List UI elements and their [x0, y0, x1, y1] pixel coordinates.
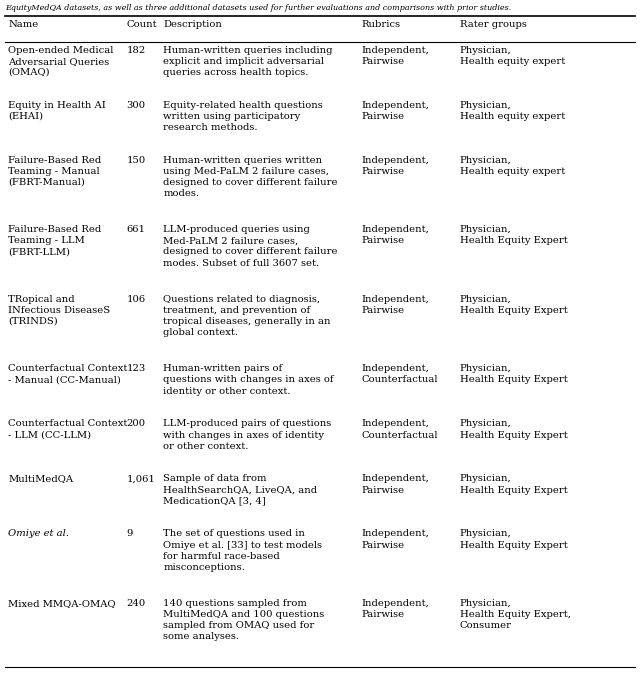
Text: Independent,
Pairwise: Independent, Pairwise: [362, 530, 429, 550]
Text: Independent,
Pairwise: Independent, Pairwise: [362, 155, 429, 176]
Text: Sample of data from
HealthSearchQA, LiveQA, and
MedicationQA [3, 4]: Sample of data from HealthSearchQA, Live…: [163, 474, 317, 505]
Text: Open-ended Medical
Adversarial Queries
(OMAQ): Open-ended Medical Adversarial Queries (…: [8, 46, 114, 77]
Text: Failure-Based Red
Teaming - Manual
(FBRT-Manual): Failure-Based Red Teaming - Manual (FBRT…: [8, 155, 102, 187]
Text: Independent,
Counterfactual: Independent, Counterfactual: [362, 419, 438, 439]
Text: Counterfactual Context
- Manual (CC-Manual): Counterfactual Context - Manual (CC-Manu…: [8, 364, 128, 384]
Text: LLM-produced queries using
Med-PaLM 2 failure cases,
designed to cover different: LLM-produced queries using Med-PaLM 2 fa…: [163, 225, 338, 268]
Text: 182: 182: [127, 46, 146, 55]
Text: LLM-produced pairs of questions
with changes in axes of identity
or other contex: LLM-produced pairs of questions with cha…: [163, 419, 332, 451]
Text: 106: 106: [127, 295, 146, 304]
Text: 140 questions sampled from
MultiMedQA and 100 questions
sampled from OMAQ used f: 140 questions sampled from MultiMedQA an…: [163, 599, 324, 641]
Text: Physician,
Health equity expert: Physician, Health equity expert: [460, 46, 564, 66]
Text: Equity in Health AI
(EHAI): Equity in Health AI (EHAI): [8, 101, 106, 120]
Text: Human-written queries including
explicit and implicit adversarial
queries across: Human-written queries including explicit…: [163, 46, 333, 77]
Text: Independent,
Pairwise: Independent, Pairwise: [362, 101, 429, 120]
Text: Physician,
Health Equity Expert,
Consumer: Physician, Health Equity Expert, Consume…: [460, 599, 570, 630]
Text: Human-written queries written
using Med-PaLM 2 failure cases,
designed to cover : Human-written queries written using Med-…: [163, 155, 338, 198]
Text: 123: 123: [127, 364, 146, 374]
Text: Name: Name: [8, 20, 38, 29]
Text: Independent,
Pairwise: Independent, Pairwise: [362, 46, 429, 66]
Text: Counterfactual Context
- LLM (CC-LLM): Counterfactual Context - LLM (CC-LLM): [8, 419, 128, 439]
Text: TRopical and
INfectious DiseaseS
(TRINDS): TRopical and INfectious DiseaseS (TRINDS…: [8, 295, 111, 326]
Text: 300: 300: [127, 101, 146, 110]
Text: Independent,
Pairwise: Independent, Pairwise: [362, 295, 429, 315]
Text: The set of questions used in
Omiye et al. [33] to test models
for harmful race-b: The set of questions used in Omiye et al…: [163, 530, 322, 572]
Text: EquityMedQA datasets, as well as three additional datasets used for further eval: EquityMedQA datasets, as well as three a…: [5, 4, 511, 12]
Text: Independent,
Counterfactual: Independent, Counterfactual: [362, 364, 438, 384]
Text: MultiMedQA: MultiMedQA: [8, 474, 74, 483]
Text: Count: Count: [127, 20, 157, 29]
Text: 200: 200: [127, 419, 146, 429]
Text: Mixed MMQA-OMAQ: Mixed MMQA-OMAQ: [8, 599, 116, 608]
Text: Human-written pairs of
questions with changes in axes of
identity or other conte: Human-written pairs of questions with ch…: [163, 364, 334, 396]
Text: Physician,
Health Equity Expert: Physician, Health Equity Expert: [460, 364, 567, 384]
Text: Physician,
Health equity expert: Physician, Health equity expert: [460, 155, 564, 176]
Text: Physician,
Health equity expert: Physician, Health equity expert: [460, 101, 564, 120]
Text: Independent,
Pairwise: Independent, Pairwise: [362, 474, 429, 495]
Text: 1,061: 1,061: [127, 474, 156, 483]
Text: Failure-Based Red
Teaming - LLM
(FBRT-LLM): Failure-Based Red Teaming - LLM (FBRT-LL…: [8, 225, 102, 256]
Text: Equity-related health questions
written using participatory
research methods.: Equity-related health questions written …: [163, 101, 323, 132]
Text: Physician,
Health Equity Expert: Physician, Health Equity Expert: [460, 295, 567, 315]
Text: Physician,
Health Equity Expert: Physician, Health Equity Expert: [460, 474, 567, 495]
Text: 9: 9: [127, 530, 133, 538]
Text: Omiye et al.: Omiye et al.: [8, 530, 69, 538]
Text: 150: 150: [127, 155, 146, 165]
Text: Physician,
Health Equity Expert: Physician, Health Equity Expert: [460, 419, 567, 439]
Text: Independent,
Pairwise: Independent, Pairwise: [362, 225, 429, 246]
Text: Questions related to diagnosis,
treatment, and prevention of
tropical diseases, : Questions related to diagnosis, treatmen…: [163, 295, 331, 337]
Text: Independent,
Pairwise: Independent, Pairwise: [362, 599, 429, 619]
Text: Physician,
Health Equity Expert: Physician, Health Equity Expert: [460, 225, 567, 246]
Text: Rater groups: Rater groups: [460, 20, 526, 29]
Text: 240: 240: [127, 599, 146, 608]
Text: Rubrics: Rubrics: [362, 20, 401, 29]
Text: Description: Description: [163, 20, 222, 29]
Text: Physician,
Health Equity Expert: Physician, Health Equity Expert: [460, 530, 567, 550]
Text: 661: 661: [127, 225, 146, 234]
